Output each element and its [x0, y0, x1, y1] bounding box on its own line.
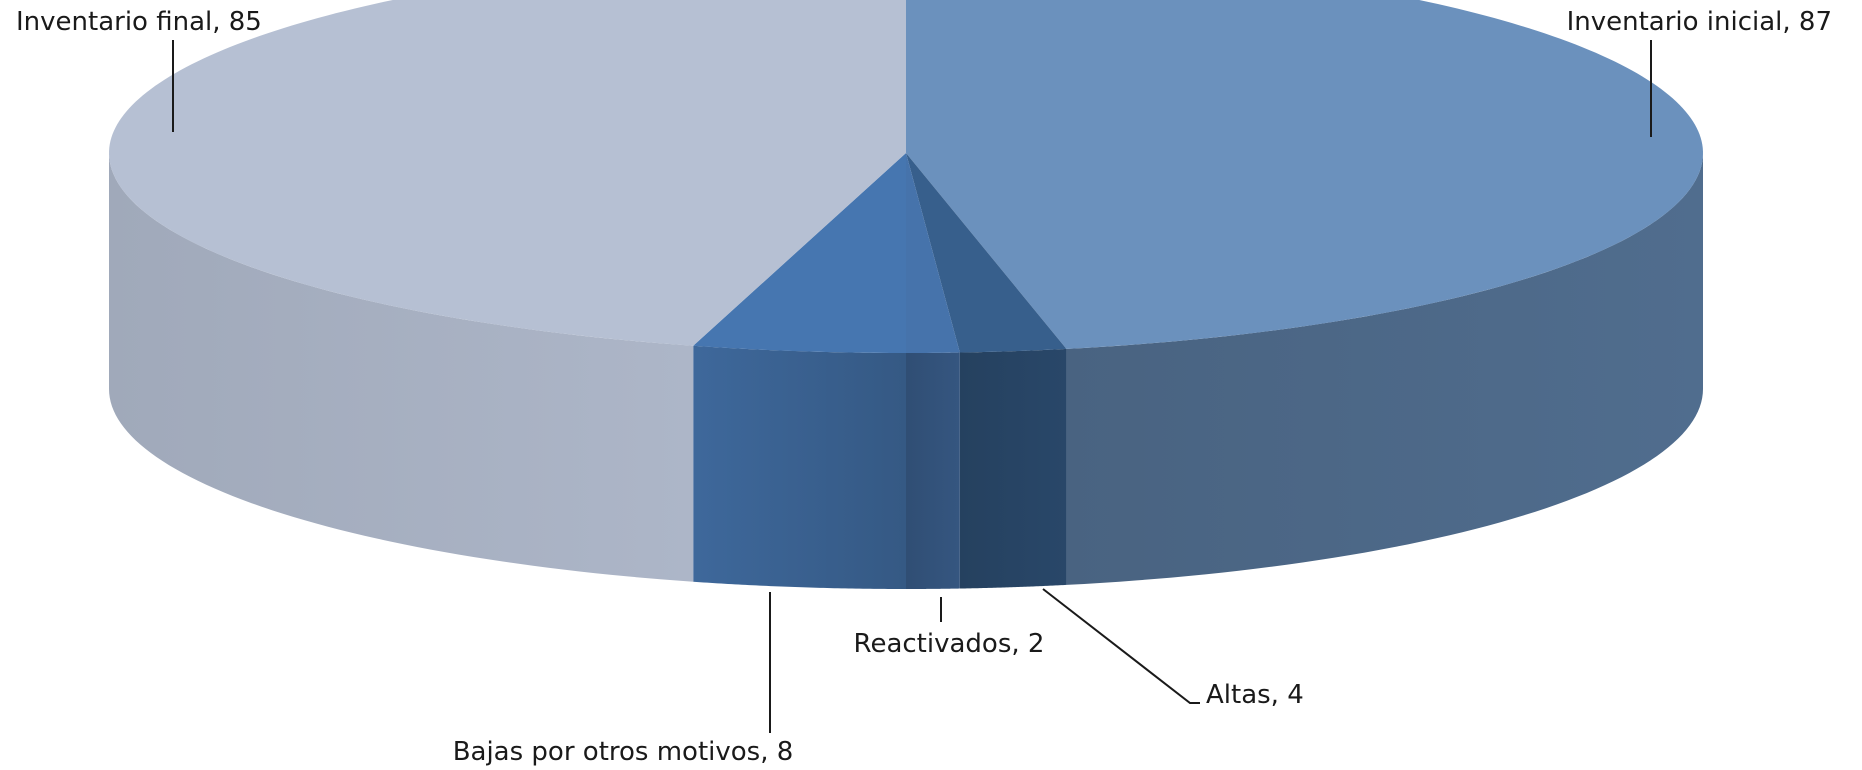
slice-layer [109, 0, 1703, 589]
data-label-inventario-inicial: Inventario inicial, 87 [1567, 7, 1832, 37]
data-label-altas: Altas, 4 [1206, 680, 1304, 710]
data-label-bajas-por-otros-motivos: Bajas por otros motivos, 8 [453, 737, 794, 767]
slice-side-inventario-final [109, 153, 694, 582]
leader-line-altas [1042, 588, 1200, 704]
slice-reactivados [906, 153, 960, 353]
data-label-reactivados: Reactivados, 2 [854, 629, 1045, 659]
slice-inventario-inicial [906, 0, 1703, 349]
slice-side-bajas-por-otros-motivos [693, 345, 906, 589]
slice-side-inventario-inicial [1066, 153, 1703, 585]
slice-bajas-por-otros-motivos [693, 153, 906, 353]
slice-altas [906, 153, 1067, 353]
slice-side-altas [959, 348, 1067, 589]
label-layer: Inventario inicial, 87 Altas, 4 Reactivado… [16, 7, 1832, 767]
slice-inventario-final [109, 0, 906, 346]
slice-side-reactivados [906, 352, 960, 589]
data-label-inventario-final: Inventario final, 85 [16, 7, 262, 37]
